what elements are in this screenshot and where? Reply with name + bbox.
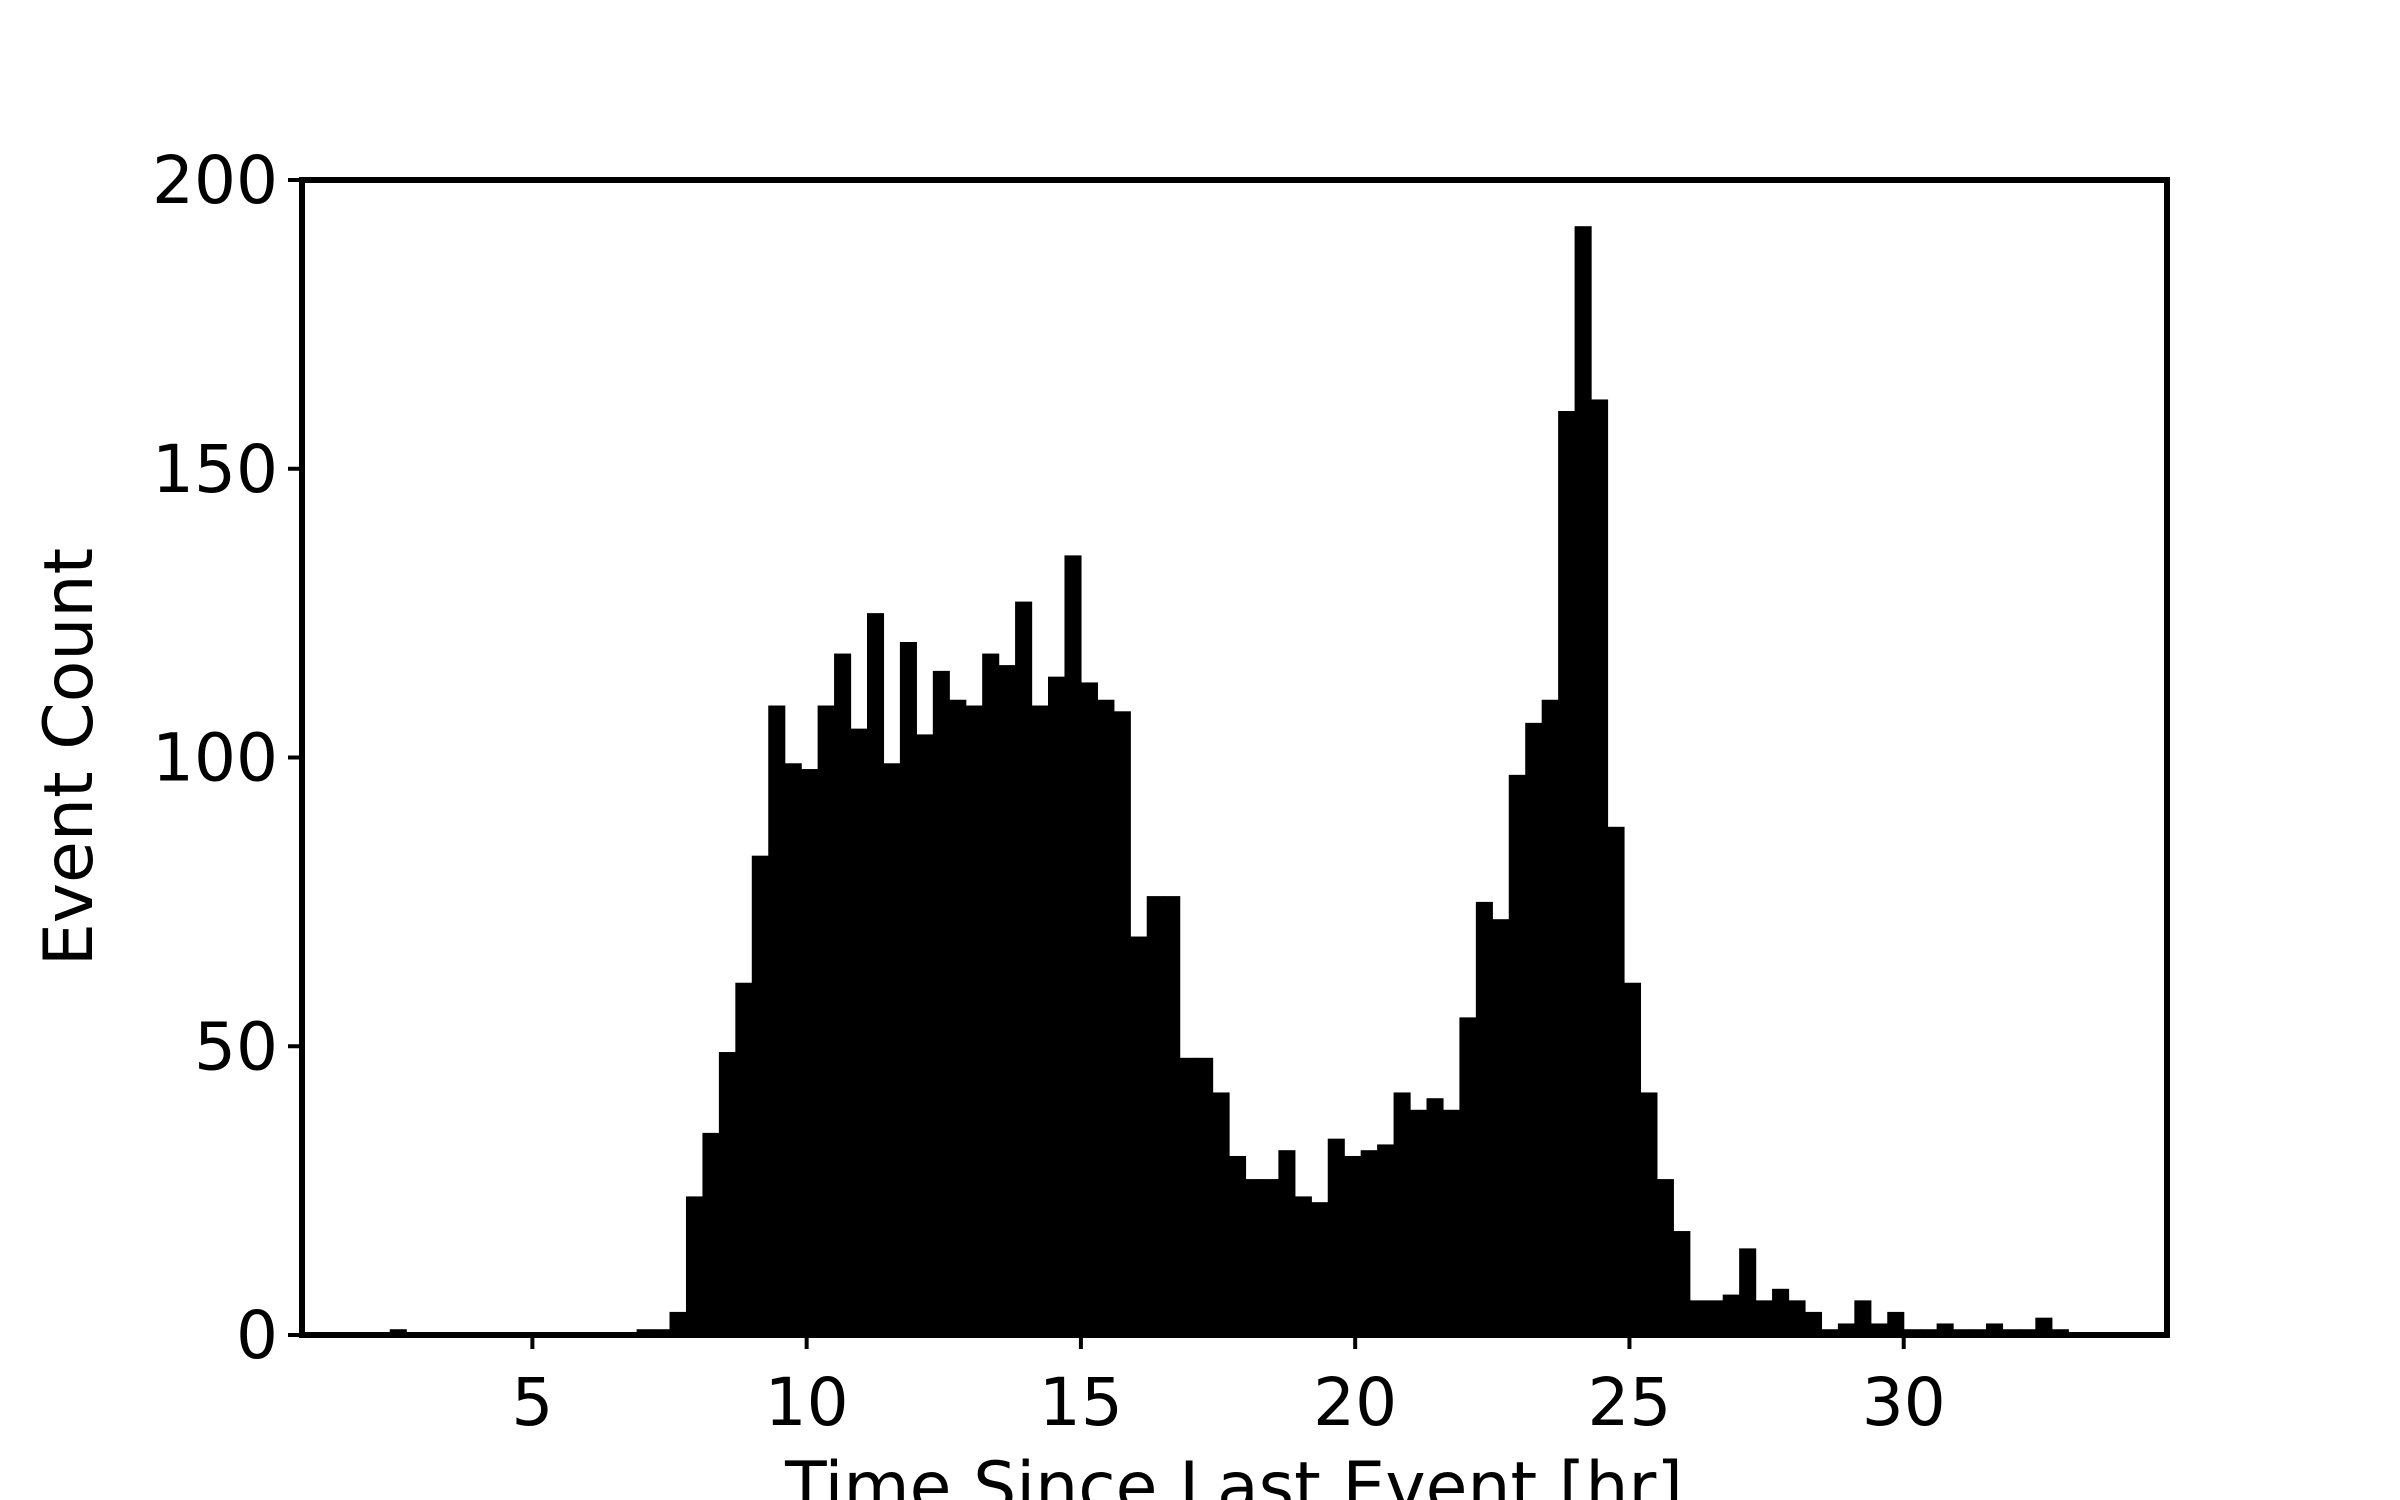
histogram-bar xyxy=(1722,1294,1740,1335)
histogram-bar xyxy=(1706,1300,1724,1335)
histogram-bar xyxy=(1985,1323,2004,1335)
histogram-bar xyxy=(1311,1202,1329,1335)
histogram-bar xyxy=(1245,1179,1263,1335)
histogram-bar xyxy=(685,1196,704,1335)
histogram-bar xyxy=(982,653,1000,1335)
histogram-bar xyxy=(1804,1311,1823,1335)
histogram-bar xyxy=(1640,1092,1658,1335)
histogram-bar xyxy=(1837,1323,1855,1335)
histogram-bar xyxy=(998,665,1016,1335)
x-tick-label: 10 xyxy=(765,1364,849,1441)
histogram-bar xyxy=(1064,555,1082,1336)
histogram-bar xyxy=(1607,826,1625,1335)
histogram-bar xyxy=(883,763,901,1335)
histogram-bar xyxy=(768,705,786,1335)
histogram-bar xyxy=(1048,676,1066,1335)
histogram-bar xyxy=(1541,699,1559,1335)
histogram-bar xyxy=(1887,1311,1905,1335)
histogram-bar xyxy=(965,705,983,1335)
histogram-bar xyxy=(1393,1092,1411,1335)
y-tick-label: 200 xyxy=(152,142,278,219)
histogram-bar xyxy=(1475,901,1493,1336)
histogram-bar xyxy=(1097,699,1115,1335)
histogram-bar xyxy=(1656,1179,1674,1335)
histogram-bar xyxy=(1574,226,1592,1336)
y-axis-ticks: 0 50 100 150 200 xyxy=(152,142,302,1374)
histogram-bar xyxy=(949,699,967,1335)
histogram-bar xyxy=(1492,919,1510,1335)
histogram-bar xyxy=(1278,1150,1296,1335)
histogram-bar xyxy=(1080,682,1098,1335)
y-tick-label: 150 xyxy=(152,431,278,508)
histogram-bar xyxy=(1360,1150,1378,1335)
histogram-bar xyxy=(1031,705,1049,1335)
histogram-bar xyxy=(1442,1109,1460,1335)
histogram-bar xyxy=(1508,774,1526,1335)
histogram-bar xyxy=(1327,1138,1345,1335)
x-tick-label: 20 xyxy=(1313,1364,1397,1441)
histogram-bar xyxy=(1591,399,1609,1335)
histogram-bar xyxy=(702,1132,720,1336)
histogram-bar xyxy=(1772,1288,1790,1335)
histogram-bar xyxy=(1146,896,1164,1335)
y-tick-label: 100 xyxy=(152,720,278,797)
histogram-bar xyxy=(1212,1092,1230,1335)
x-tick-label: 15 xyxy=(1039,1364,1123,1441)
plot-frame xyxy=(299,177,2170,1338)
histogram-bar xyxy=(834,653,852,1335)
histogram-bar xyxy=(718,1052,736,1335)
histogram-bar xyxy=(1788,1300,1806,1335)
histogram-bar xyxy=(817,705,835,1335)
histogram-bar xyxy=(1130,936,1148,1335)
histogram-bar xyxy=(1377,1144,1395,1335)
histogram-bar xyxy=(1015,601,1033,1335)
histogram-bar xyxy=(2035,1317,2053,1335)
y-axis-label: Event Count xyxy=(30,548,109,966)
x-tick-label: 30 xyxy=(1862,1364,1946,1441)
histogram-bar xyxy=(1179,1057,1197,1335)
histogram-bars xyxy=(389,226,2069,1336)
histogram-bar xyxy=(801,769,819,1335)
histogram-bar xyxy=(1673,1231,1691,1335)
histogram-bar xyxy=(1410,1109,1428,1335)
histogram-bar xyxy=(1344,1155,1362,1335)
histogram-bar xyxy=(866,613,885,1336)
histogram-bar xyxy=(1689,1300,1707,1335)
x-tick-label: 5 xyxy=(511,1364,553,1441)
histogram-bar xyxy=(1623,982,1642,1335)
histogram-bar xyxy=(669,1311,687,1335)
histogram-bar xyxy=(1936,1323,1954,1335)
histogram-bar xyxy=(1870,1323,1888,1335)
histogram-bar xyxy=(784,763,802,1335)
histogram-bar xyxy=(1558,411,1576,1335)
histogram-bar xyxy=(1426,1098,1444,1335)
histogram-bar xyxy=(899,642,917,1335)
histogram-bar xyxy=(735,982,753,1335)
histogram-bar xyxy=(916,734,934,1335)
histogram-bar xyxy=(1459,1017,1477,1336)
histogram-bar xyxy=(1261,1179,1279,1335)
histogram-bar xyxy=(1196,1057,1214,1335)
x-tick-label: 25 xyxy=(1587,1364,1671,1441)
histogram-bar xyxy=(1113,711,1131,1335)
histogram-bar xyxy=(1294,1196,1312,1335)
histogram-bar xyxy=(1854,1300,1872,1335)
histogram-bar xyxy=(1229,1155,1247,1335)
histogram-bar xyxy=(1755,1300,1773,1335)
histogram-bar xyxy=(1163,896,1181,1335)
histogram-bar xyxy=(1739,1248,1757,1336)
histogram-bar xyxy=(932,670,950,1336)
x-axis-label: Time Since Last Event [hr] xyxy=(784,1448,1683,1500)
y-tick-label: 0 xyxy=(236,1297,278,1374)
histogram-bar xyxy=(1525,722,1543,1335)
x-axis-ticks: 5 10 15 20 25 30 xyxy=(511,1335,1946,1441)
histogram-bar xyxy=(850,728,868,1336)
histogram-bar xyxy=(751,855,769,1335)
y-tick-label: 50 xyxy=(194,1008,278,1085)
